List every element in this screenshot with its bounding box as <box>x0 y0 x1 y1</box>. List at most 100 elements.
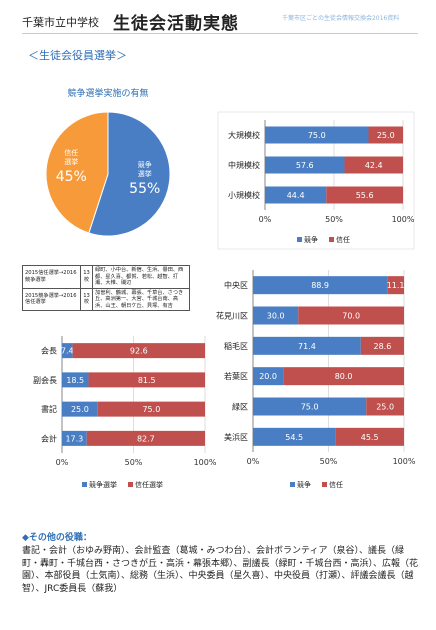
data-label: 70.0 <box>342 312 360 321</box>
tick-label: 0% <box>56 458 69 467</box>
category-label: 緑区 <box>232 402 248 412</box>
category-label: 小規模校 <box>228 190 260 200</box>
bar-segment <box>265 156 345 174</box>
data-label: 20.0 <box>259 372 277 381</box>
data-label: 17.3 <box>65 434 83 443</box>
tick-label: 50% <box>325 215 343 224</box>
table-cell-period: 2015競争選挙→2016信任選挙 <box>22 287 81 311</box>
legend-label: 競争 <box>297 480 311 489</box>
data-label: 28.6 <box>374 342 392 351</box>
legend-swatch <box>329 237 334 242</box>
category-label: 会長 <box>41 346 57 356</box>
chart-frame <box>217 111 415 250</box>
pie-label: 選挙 <box>64 157 78 166</box>
table-cell-period: 2015信任選挙→2016競争選挙 <box>22 265 81 289</box>
legend-label: 信任 <box>329 480 343 489</box>
pie-label: 競争 <box>138 160 152 169</box>
data-label: 55.6 <box>356 191 374 200</box>
data-label: 42.4 <box>365 161 383 170</box>
bar-segment <box>72 343 205 359</box>
data-label: 11.1 <box>387 281 405 290</box>
bar-segment <box>366 397 404 416</box>
header-divider <box>22 33 418 34</box>
bar-segment <box>344 156 403 174</box>
bar-segment <box>88 372 205 388</box>
category-label: 稲毛区 <box>224 341 248 351</box>
data-label: 54.5 <box>285 433 303 442</box>
pie-title: 競争選挙実施の有無 <box>67 87 148 99</box>
bar-segment <box>253 306 299 325</box>
bar-segment <box>253 427 336 446</box>
table-cell-schools: 緑町、小中台、新宿、生浜、譽田、西都、星久喜、都賀、若松、越智、打瀬、大椎、磯辺 <box>92 265 190 289</box>
table-cell-count: 13校 <box>80 287 93 311</box>
bar-segment <box>86 430 205 446</box>
pie-value-label: 45% <box>56 169 87 185</box>
legend-label: 競争 <box>304 235 318 244</box>
bar-segment <box>265 126 369 144</box>
table-row: 2015競争選挙→2016信任選挙 13校 加曽利、鶴城、幕張、千草台、さつき丘… <box>22 287 190 311</box>
legend-swatch <box>82 482 87 487</box>
other-roles-text: 書記・会計（おゆみ野南）、会計監査（葛城・みつわ台）、会計ボランティア（泉谷）、… <box>22 546 419 594</box>
legend-swatch <box>322 482 327 487</box>
bar-segment <box>283 367 404 386</box>
category-label: 副会長 <box>33 375 57 385</box>
category-label: 中規模校 <box>228 160 260 170</box>
bar-segment <box>62 430 87 446</box>
tick-label: 100% <box>392 215 415 224</box>
category-label: 美浜区 <box>224 432 248 442</box>
legend-label: 競争選挙 <box>89 480 117 489</box>
bar-segment <box>253 397 367 416</box>
bar-segment <box>62 401 98 417</box>
data-label: 75.0 <box>142 405 160 414</box>
election-change-table: 2015信任選挙→2016競争選挙 13校 緑町、小中台、新宿、生浜、譽田、西都… <box>22 265 190 311</box>
school-type: 千葉市立中学校 <box>22 16 99 29</box>
bar-segment <box>298 306 404 325</box>
pie-label: 信任 <box>64 148 78 157</box>
category-label: 花見川区 <box>216 311 248 321</box>
table-cell-count: 13校 <box>80 265 93 289</box>
bar-segment <box>360 336 404 355</box>
legend-swatch <box>297 237 302 242</box>
data-label: 18.5 <box>66 376 84 385</box>
bar-segment <box>326 186 403 204</box>
data-label: 80.0 <box>335 372 353 381</box>
bar-segment <box>253 276 388 295</box>
school-size-bar-chart: 0% 50% 100% 大規模校 75.0 25.0 中規模校 57.6 42.4 小規模校 44.… <box>217 111 415 250</box>
data-label: 25.0 <box>71 405 89 414</box>
bar-segment <box>368 126 403 144</box>
data-label: 75.0 <box>301 403 319 412</box>
data-label: 82.7 <box>137 434 155 443</box>
data-label: 88.9 <box>311 281 329 290</box>
pie-label: 選挙 <box>138 169 152 178</box>
tick-label: 100% <box>194 458 217 467</box>
data-label: 25.0 <box>376 403 394 412</box>
data-label: 57.6 <box>296 161 314 170</box>
data-label: 75.0 <box>308 131 326 140</box>
legend-label: 信任 <box>336 235 350 244</box>
bar-segment <box>253 336 361 355</box>
legend-swatch <box>128 482 133 487</box>
bar-segment <box>62 372 89 388</box>
table-row: 2015信任選挙→2016競争選挙 13校 緑町、小中台、新宿、生浜、譽田、西都… <box>22 265 190 289</box>
category-label: 若葉区 <box>224 371 248 381</box>
bar-segment <box>97 401 205 417</box>
bar-segment <box>335 427 404 446</box>
tick-label: 50% <box>125 458 143 467</box>
pie-slice <box>45 111 109 234</box>
data-label: 81.5 <box>138 376 156 385</box>
page-title: 生徒会活動実態 <box>113 14 239 34</box>
category-label: 大規模校 <box>228 130 260 140</box>
legend-swatch <box>290 482 295 487</box>
table-cell-schools: 加曽利、鶴城、幕張、千草台、さつき丘、高洲第一、大宮、千城台南、高浜、山王、朝日… <box>92 287 190 311</box>
bar-segment <box>62 343 73 359</box>
data-label: 71.4 <box>298 342 316 351</box>
pie-slice <box>88 111 171 237</box>
tick-label: 0% <box>259 215 272 224</box>
source-note: 千葉市区ごとの生徒会情報交換会2016資料 <box>282 15 400 22</box>
tick-label: 0% <box>247 457 260 466</box>
data-label: 45.5 <box>361 433 379 442</box>
bar-segment <box>265 186 327 204</box>
tick-label: 50% <box>320 457 338 466</box>
